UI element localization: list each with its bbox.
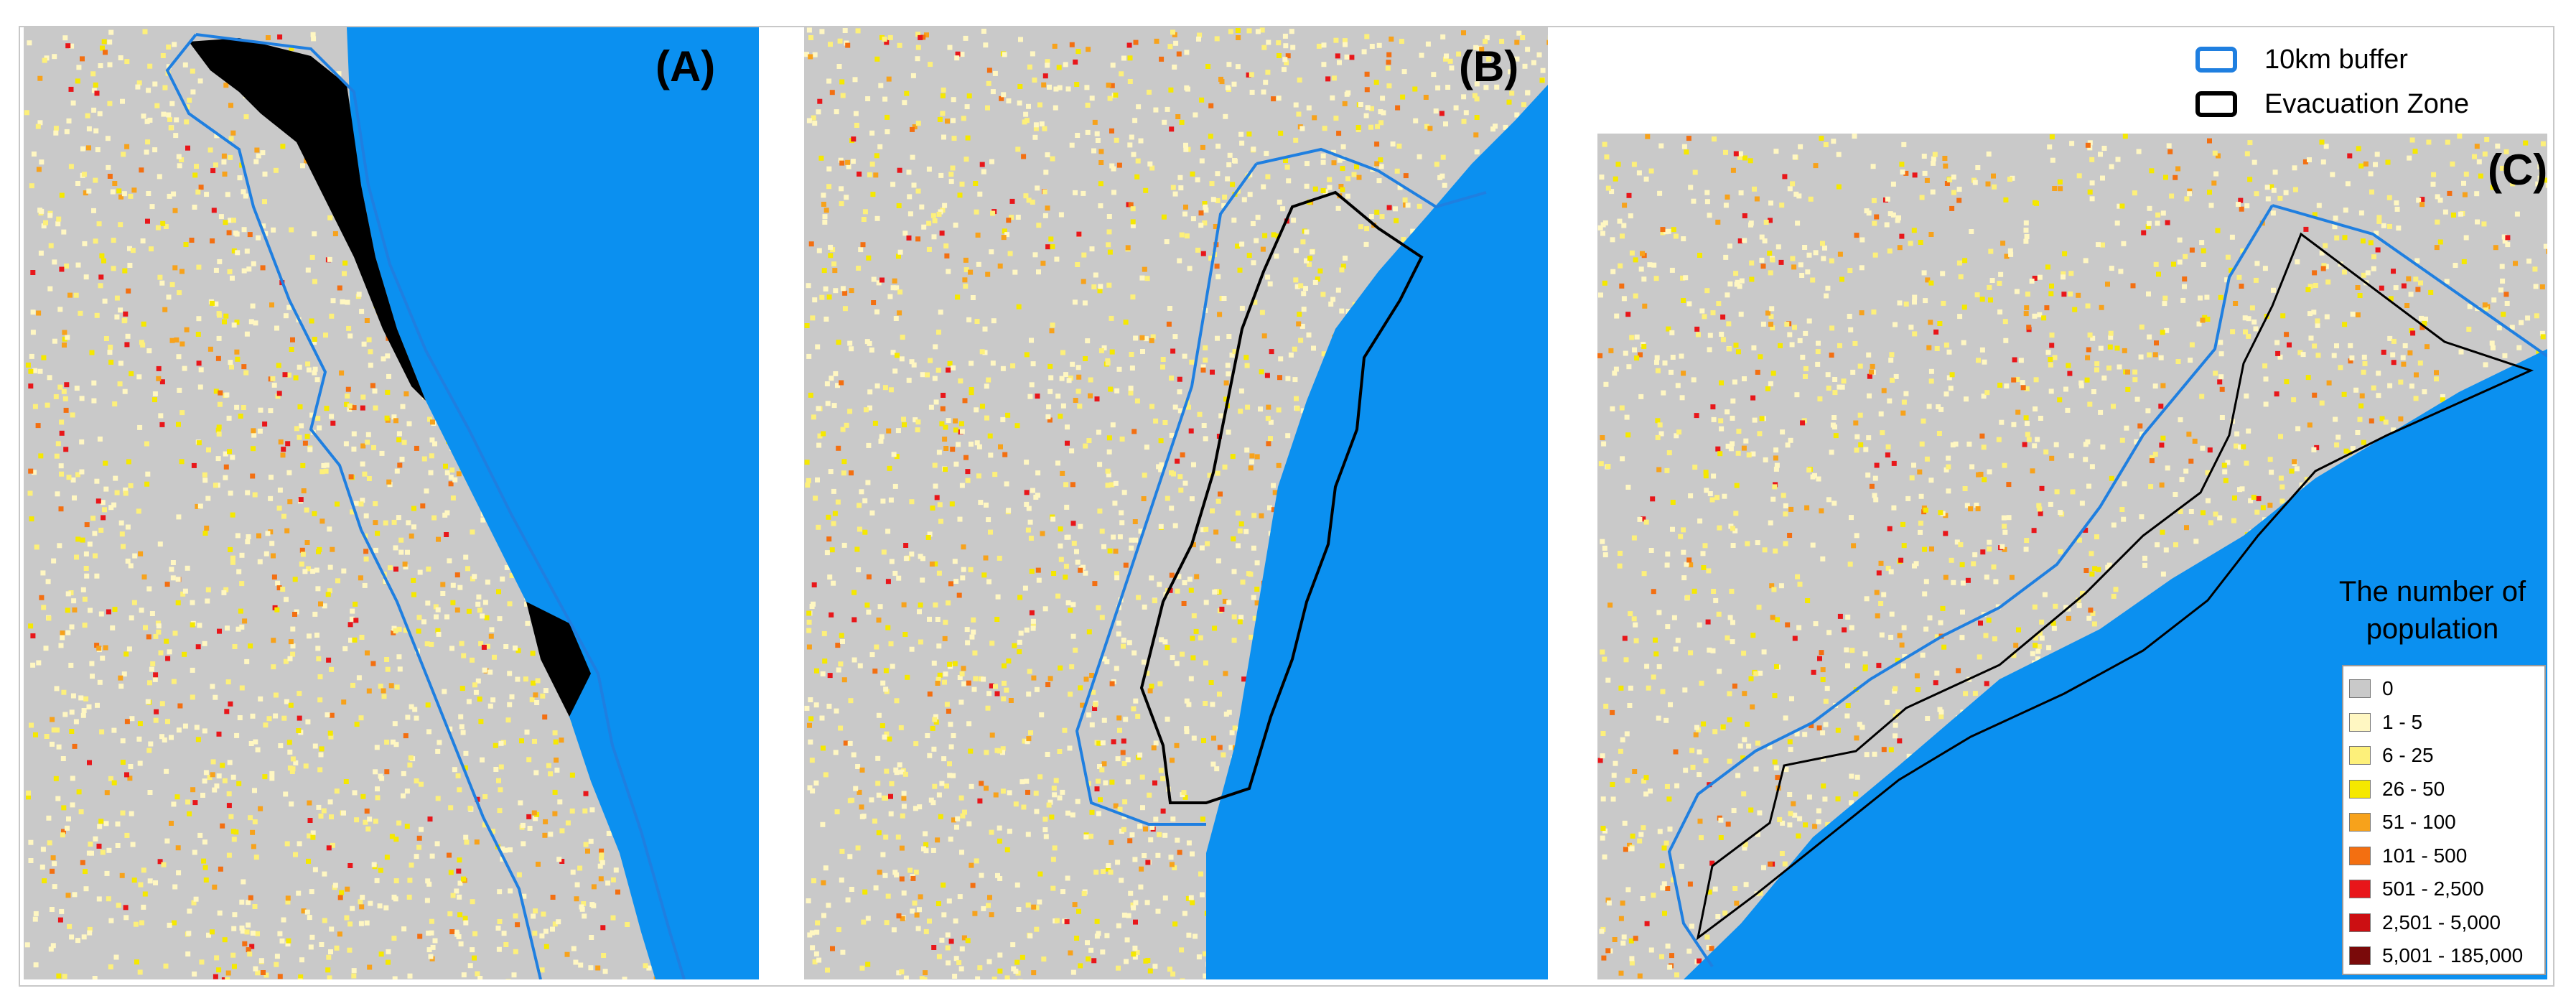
buffer-a xyxy=(165,33,686,979)
population-legend-item: 101 - 500 xyxy=(2349,839,2537,873)
population-class-label: 1 - 5 xyxy=(2382,710,2423,733)
ocean-b xyxy=(1206,27,1548,979)
panel-label-c: (C) xyxy=(2488,146,2547,194)
evacuation-zone-a2 xyxy=(526,602,591,717)
population-class-label: 5,001 - 185,000 xyxy=(2382,944,2524,967)
population-title-line1: The number of xyxy=(2338,576,2526,607)
population-title-line2: population xyxy=(2366,613,2499,645)
map-panel-c: (C) xyxy=(1597,134,2547,979)
legend-item-buffer: 10km buffer xyxy=(2195,37,2540,82)
map-b-graphic xyxy=(804,27,1548,979)
evacuation-zone-b xyxy=(1139,190,1424,804)
buffer-swatch xyxy=(2195,47,2237,73)
population-class-label: 6 - 25 xyxy=(2382,744,2434,767)
evacuation-zone-label: Evacuation Zone xyxy=(2264,88,2470,119)
ocean-a xyxy=(347,27,759,979)
population-class-swatch xyxy=(2349,746,2371,765)
population-legend-item: 51 - 100 xyxy=(2349,806,2537,839)
population-legend: 0 1 - 5 6 - 25 26 - 50 51 - 100 101 - 500 501 … xyxy=(2342,665,2546,975)
evacuation-zone-swatch xyxy=(2195,91,2237,117)
evacuation-zone-c xyxy=(1696,232,2534,941)
map-a-graphic xyxy=(24,27,759,979)
population-class-label: 51 - 100 xyxy=(2382,811,2456,834)
population-class-label: 0 xyxy=(2382,677,2394,700)
population-class-swatch xyxy=(2349,913,2371,932)
population-class-swatch xyxy=(2349,880,2371,899)
population-legend-item: 1 - 5 xyxy=(2349,706,2537,740)
population-legend-title: The number of population xyxy=(2310,573,2554,648)
panel-label-a: (A) xyxy=(655,42,716,90)
population-class-label: 26 - 50 xyxy=(2382,777,2445,800)
population-class-swatch xyxy=(2349,813,2371,832)
buffer-c xyxy=(1667,204,2547,968)
map-c-graphic xyxy=(1597,134,2547,979)
population-class-label: 101 - 500 xyxy=(2382,844,2468,867)
population-class-swatch xyxy=(2349,779,2371,799)
map-panel-a: (A) xyxy=(24,27,759,979)
population-legend-item: 501 - 2,500 xyxy=(2349,872,2537,906)
population-legend-item: 5,001 - 185,000 xyxy=(2349,939,2537,973)
population-legend-item: 6 - 25 xyxy=(2349,739,2537,773)
population-class-swatch xyxy=(2349,946,2371,966)
population-class-swatch xyxy=(2349,846,2371,865)
buffer-label: 10km buffer xyxy=(2264,44,2408,75)
legend-item-evacuation-zone: Evacuation Zone xyxy=(2195,82,2540,126)
map-panel-b: (B) xyxy=(804,27,1548,979)
evacuation-zone-a xyxy=(189,38,426,401)
population-class-label: 2,501 - 5,000 xyxy=(2382,911,2501,934)
population-class-swatch xyxy=(2349,712,2371,732)
buffer-b xyxy=(1075,147,1487,826)
ocean-c xyxy=(1684,349,2547,979)
map-legend: 10km buffer Evacuation Zone xyxy=(2195,37,2540,126)
population-legend-item: 0 xyxy=(2349,672,2537,706)
population-legend-item: 2,501 - 5,000 xyxy=(2349,906,2537,940)
panel-label-b: (B) xyxy=(1459,42,1519,90)
population-class-label: 501 - 2,500 xyxy=(2382,877,2484,900)
population-class-swatch xyxy=(2349,679,2371,699)
population-legend-item: 26 - 50 xyxy=(2349,773,2537,806)
